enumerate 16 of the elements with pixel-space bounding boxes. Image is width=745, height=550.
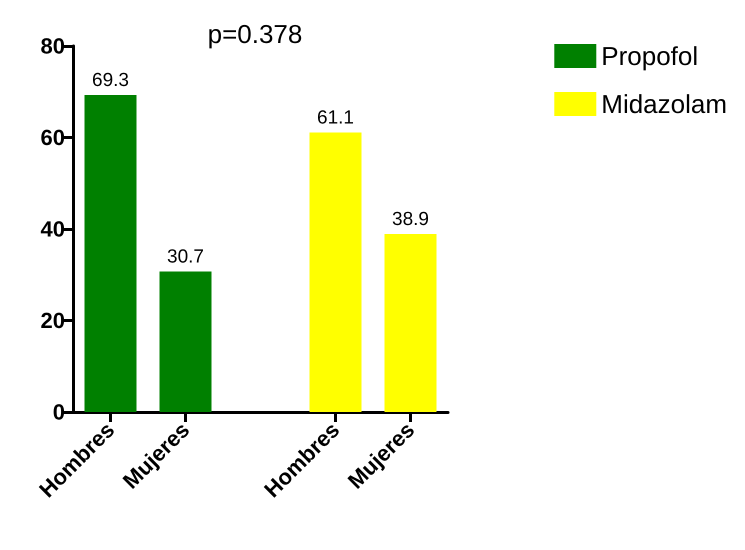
chart-title: p=0.378 [208,19,302,49]
data-label: 69.3 [92,70,129,91]
legend-label: Midazolam [601,89,728,119]
y-tick-label: 80 [40,34,65,58]
bar [160,272,212,412]
legend-label: Propofol [601,41,698,71]
bar [384,234,436,412]
data-label: 61.1 [317,107,354,128]
y-tick-label: 20 [40,308,65,333]
data-label: 30.7 [167,246,204,268]
y-tick-label: 40 [40,216,65,242]
bar [310,132,362,412]
bar [84,94,136,412]
y-tick-label: 60 [40,125,65,150]
y-tick-label: 0 [52,400,65,424]
data-label: 38.9 [392,209,429,230]
